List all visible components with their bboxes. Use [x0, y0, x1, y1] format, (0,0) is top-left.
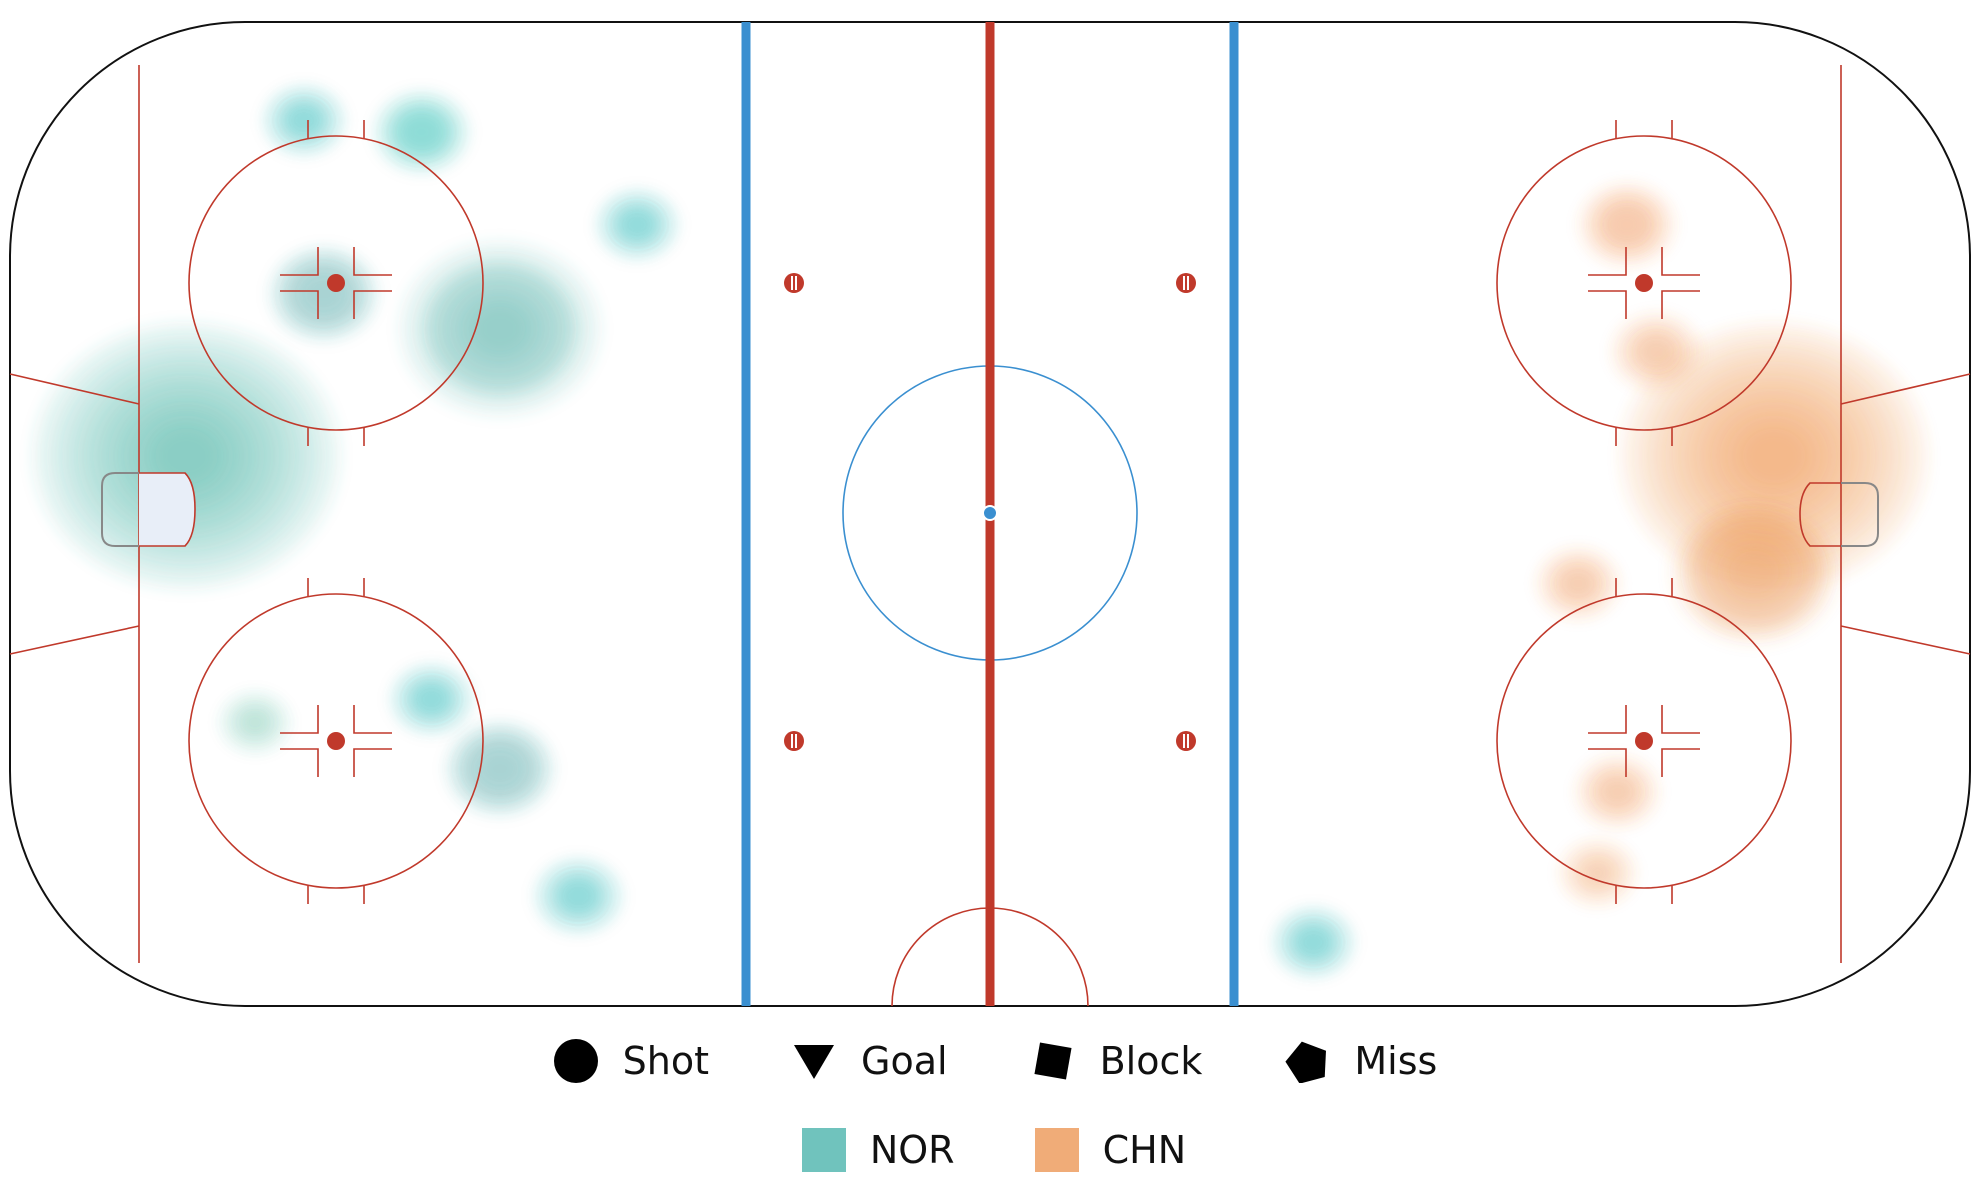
nor-hotspot-8-level-8: [416, 686, 447, 712]
legend-item-nor: NOR: [801, 1128, 955, 1172]
triangle-down-marker-icon: [789, 1036, 839, 1086]
right-trapezoid-top: [1840, 373, 1971, 405]
legend-item-shot: Shot: [551, 1036, 709, 1086]
chn-hotspot-4-level-8: [1563, 570, 1593, 597]
nor-hotspot-4-level-8: [289, 107, 319, 134]
legend-label-nor: NOR: [869, 1128, 955, 1172]
faceoff-circle-left-top: [188, 120, 484, 446]
left-net: [101, 472, 139, 547]
right-net: [1841, 482, 1879, 547]
rink-markings: [9, 22, 1971, 1007]
left-crease: [139, 472, 196, 547]
faceoff-circle-left-bottom: [188, 578, 484, 904]
nor-hotspot-1-level-8: [474, 306, 526, 351]
left-trapezoid-bottom: [9, 625, 140, 655]
nor-hotspot-6-level-8: [481, 752, 519, 786]
left-trapezoid-top: [9, 373, 140, 405]
nor-hotspot-10-level-8: [1298, 929, 1329, 955]
team-legend: NOR CHN: [0, 1128, 1988, 1172]
right-crease: [1799, 482, 1841, 547]
legend-label-block: Block: [1099, 1039, 1203, 1083]
chn-hotspot-3-level-8: [1640, 338, 1673, 366]
legend-label-goal: Goal: [861, 1039, 948, 1083]
legend-item-miss: Miss: [1282, 1036, 1437, 1086]
chn-hotspot-1-level-8: [1729, 550, 1779, 594]
nor-hotspot-7-level-8: [562, 882, 595, 910]
legend-label-chn: CHN: [1102, 1128, 1187, 1172]
legend-label-shot: Shot: [622, 1039, 710, 1083]
faceoff-circle-right-bottom: [1496, 578, 1792, 904]
nor-color-swatch: [801, 1128, 846, 1172]
chn-hotspot-0-level-8: [1743, 429, 1805, 484]
heatmap-series-chn: [1534, 180, 1930, 909]
right-trapezoid-bottom: [1840, 625, 1971, 655]
nor-hotspot-9-level-8: [247, 715, 263, 729]
faceoff-circle-right-top: [1496, 120, 1792, 446]
nor-hotspot-0-level-8: [155, 429, 218, 484]
legend-item-goal: Goal: [789, 1036, 948, 1086]
legend-item-block: Block: [1028, 1036, 1203, 1086]
chn-color-swatch: [1034, 1128, 1079, 1172]
legend-label-miss: Miss: [1354, 1039, 1438, 1083]
circle-marker-icon: [551, 1036, 601, 1086]
chn-hotspot-2-level-8: [1610, 210, 1644, 240]
legend-item-chn: CHN: [1034, 1128, 1187, 1172]
pentagon-marker-icon: [1282, 1036, 1332, 1086]
shot-type-legend: Shot Goal Block Miss: [0, 1036, 1988, 1086]
neutral-zone-dots: [784, 273, 1196, 751]
square-marker-icon: [1028, 1036, 1078, 1086]
nor-hotspot-5-level-8: [622, 211, 652, 238]
nor-hotspot-3-level-8: [404, 117, 439, 147]
chn-hotspot-5-level-8: [1602, 779, 1632, 805]
center-dot: [982, 505, 998, 521]
